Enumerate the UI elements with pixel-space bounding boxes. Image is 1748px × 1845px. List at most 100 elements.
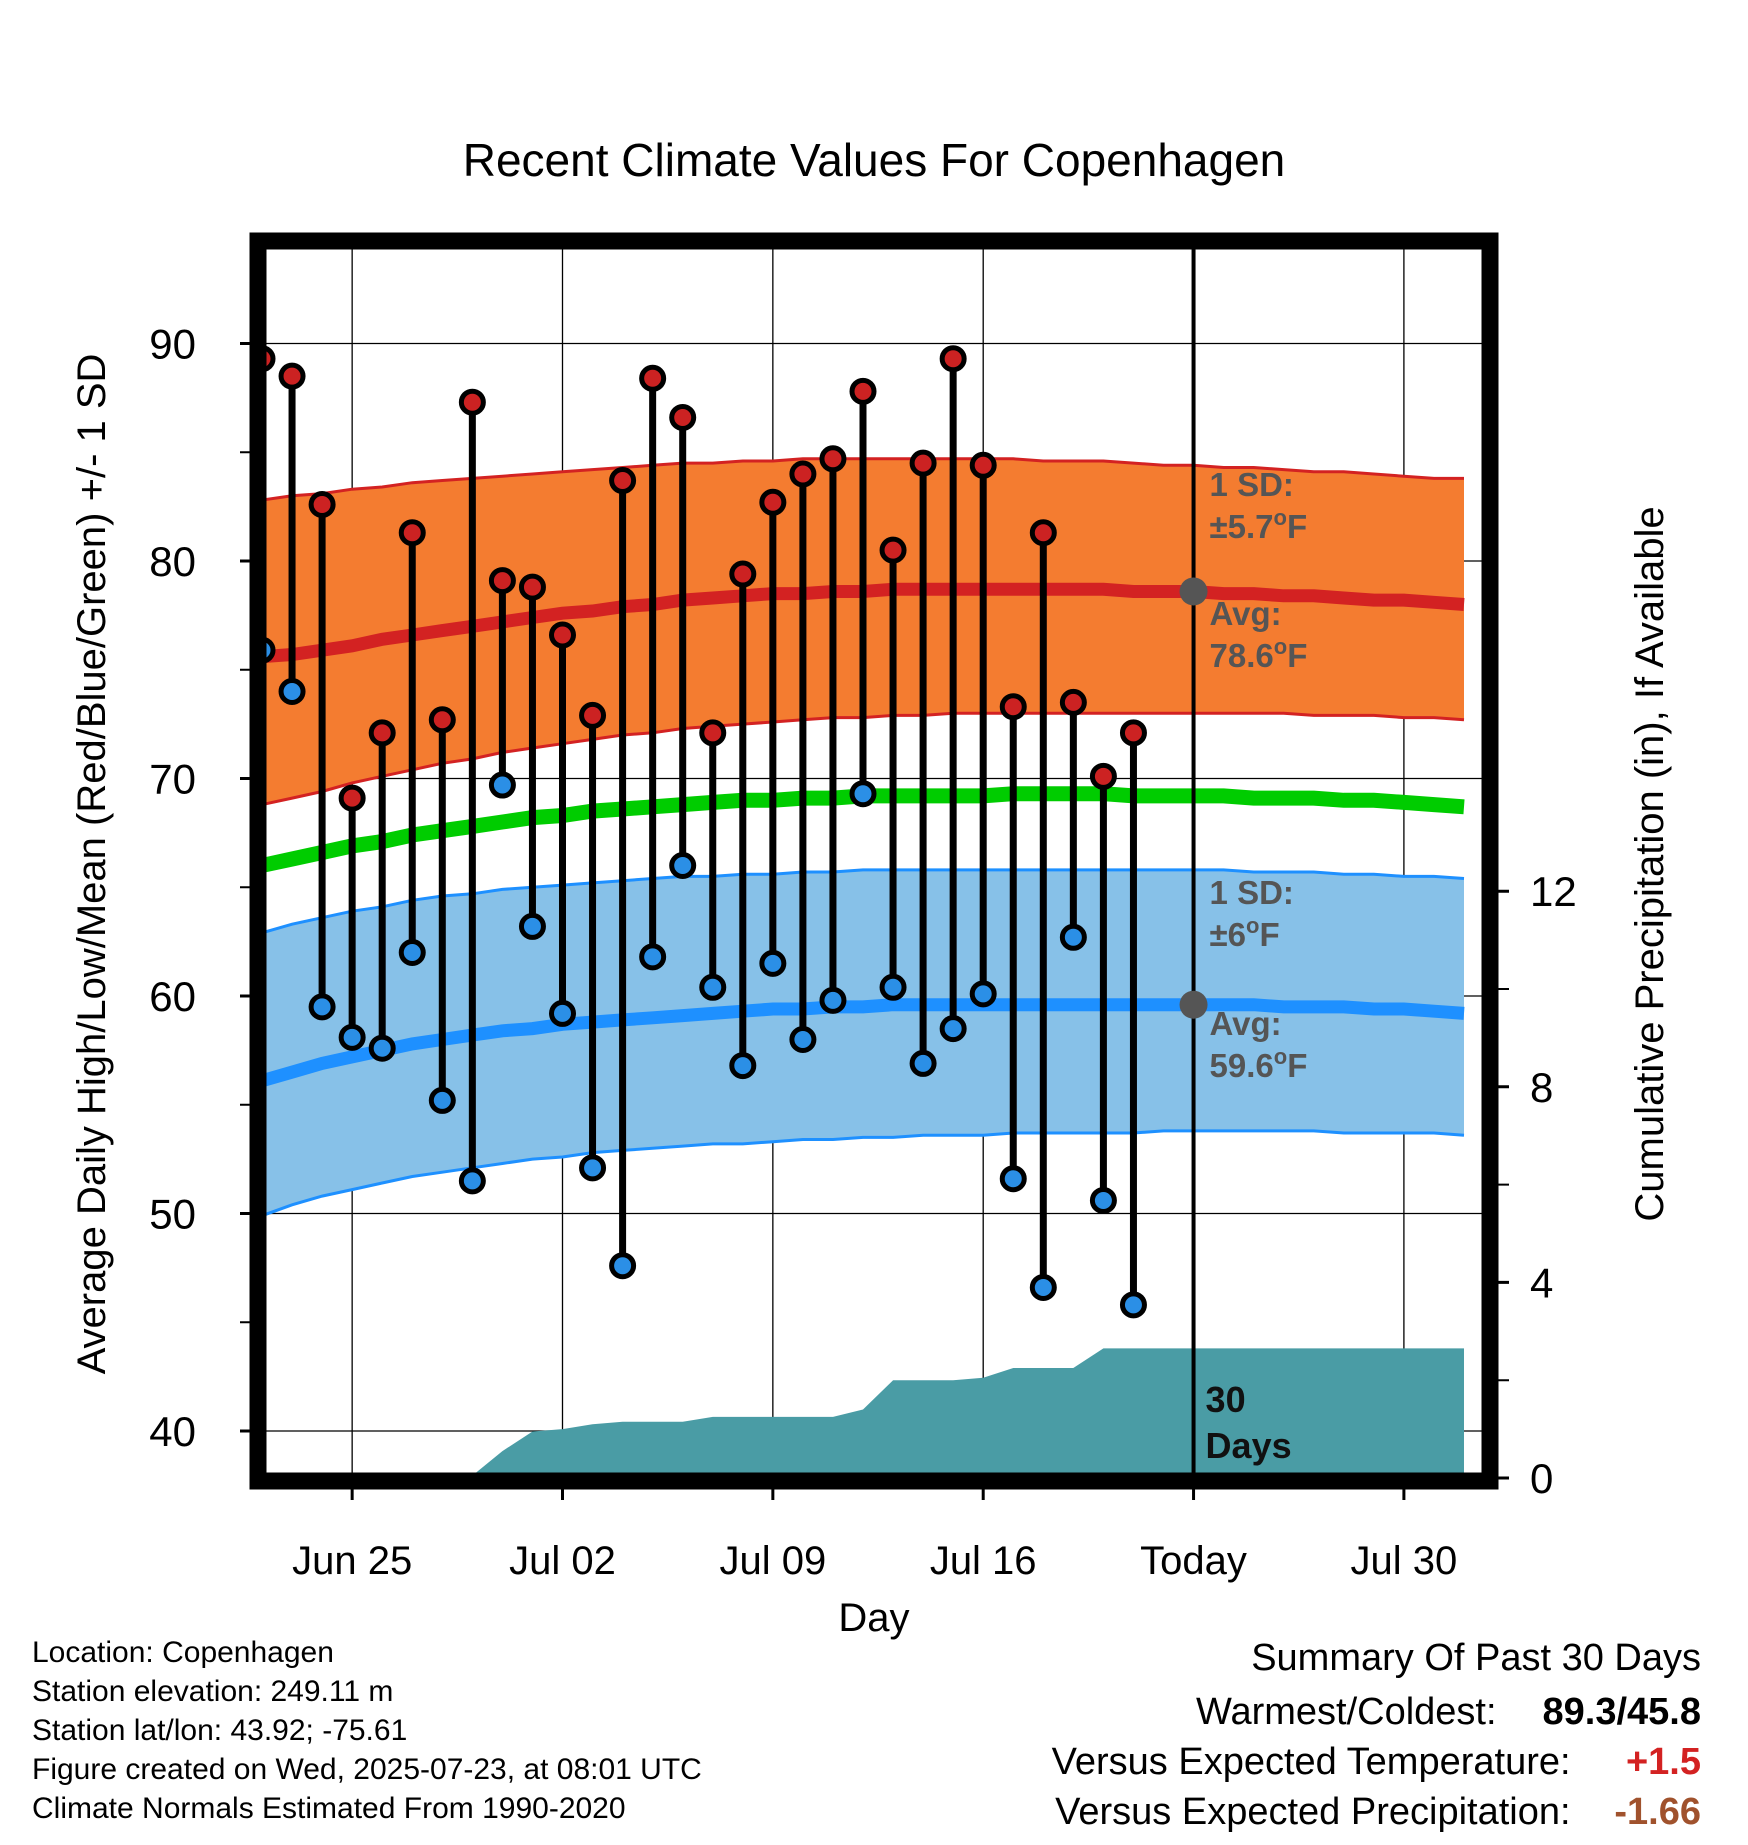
y-tick-label: 50	[149, 1191, 196, 1238]
high-point	[939, 345, 967, 373]
high-point	[909, 449, 937, 477]
high-point	[428, 706, 456, 734]
x-tick-label: Jul 30	[1351, 1539, 1458, 1583]
low-point	[669, 852, 697, 879]
low-point	[1089, 1186, 1117, 1214]
low-point	[759, 949, 787, 977]
summary-panel: Summary Of Past 30 Days Warmest/Coldest:…	[1052, 1633, 1701, 1837]
high-sd-annotation: 1 SD:±5.7oF	[1210, 466, 1308, 545]
summary-temp: Versus Expected Temperature: +1.5	[1052, 1737, 1701, 1787]
low-point	[609, 1252, 637, 1280]
low-avg-annotation-value: 59.6oF	[1210, 1044, 1308, 1084]
elevation-text: Station elevation: 249.11 m	[32, 1675, 394, 1708]
high-point	[1059, 688, 1087, 716]
y-tick-label: 60	[149, 973, 196, 1020]
high-point	[879, 536, 907, 564]
warmest-coldest-value: 89.3/45.8	[1501, 1687, 1702, 1737]
high-point	[759, 488, 787, 516]
low-point	[428, 1086, 456, 1114]
station-info: Location: Copenhagen Station elevation: …	[32, 1633, 702, 1828]
warmest-value: 89.3	[1542, 1691, 1617, 1733]
low-point	[999, 1165, 1027, 1193]
high-point	[1119, 719, 1147, 747]
x-axis-label: Day	[838, 1596, 909, 1640]
low-point	[879, 973, 907, 1001]
slash: /	[1616, 1691, 1628, 1733]
summary-title: Summary Of Past 30 Days	[1251, 1637, 1701, 1679]
low-avg-marker	[1179, 990, 1208, 1019]
low-sd-upper-line	[266, 868, 1465, 934]
y2-tick-label: 8	[1530, 1064, 1553, 1111]
y2-tick-label: 0	[1530, 1455, 1553, 1502]
latlon-text: Station lat/lon: 43.92; -75.61	[32, 1714, 408, 1747]
y-tick-label: 40	[149, 1408, 196, 1455]
low-point	[579, 1154, 607, 1182]
low-point	[699, 973, 727, 1001]
coldest-value: 45.8	[1627, 1691, 1701, 1733]
high-point	[1029, 519, 1057, 547]
precip-period-days: Days	[1206, 1425, 1292, 1466]
temp-label: Versus Expected Temperature:	[1051, 1741, 1571, 1783]
low-point	[639, 943, 667, 971]
high-point	[308, 490, 336, 518]
summary-precip: Versus Expected Precipitation: -1.66	[1052, 1787, 1701, 1837]
y2-axis-label: Cumulative Precipitation (in), If Availa…	[1628, 506, 1672, 1221]
low-point	[488, 771, 516, 799]
high-point	[1089, 762, 1117, 790]
low-point	[849, 780, 877, 808]
high-point	[518, 573, 546, 601]
high-sd-annotation-label: 1 SD:	[1210, 466, 1294, 503]
normals-text: Climate Normals Estimated From 1990-2020	[32, 1792, 626, 1825]
low-point	[338, 1023, 366, 1051]
x-tick-label: Jul 16	[930, 1539, 1037, 1583]
low-avg-annotation: Avg:59.6oF	[1210, 1005, 1308, 1084]
low-point	[1059, 923, 1087, 951]
low-sd-lower-line	[266, 1129, 1465, 1216]
x-tick-label: Jul 02	[509, 1539, 616, 1583]
high-point	[488, 567, 516, 595]
high-point	[579, 701, 607, 729]
low-point	[969, 980, 997, 1008]
warmest-coldest-label: Warmest/Coldest:	[1195, 1691, 1497, 1733]
low-avg-annotation-label: Avg:	[1210, 1005, 1282, 1042]
high-point	[789, 460, 817, 488]
low-point	[939, 1015, 967, 1043]
plot-frame	[249, 232, 1499, 1490]
y2-tick-label: 4	[1530, 1259, 1553, 1306]
high-point	[398, 519, 426, 547]
summary-warmest-coldest: Warmest/Coldest: 89.3/45.8	[1052, 1687, 1701, 1737]
precip-value: -1.66	[1614, 1791, 1701, 1833]
high-point	[819, 445, 847, 473]
high-point	[278, 362, 306, 390]
x-tick-label: Today	[1140, 1539, 1247, 1583]
high-point	[338, 784, 366, 812]
high-point	[699, 719, 727, 747]
y-tick-label: 90	[149, 321, 196, 368]
y-tick-label: 80	[149, 538, 196, 585]
low-point	[518, 912, 546, 940]
low-sd-annotation-label: 1 SD:	[1210, 874, 1294, 911]
high-point	[639, 364, 667, 392]
y2-tick-label: 12	[1530, 868, 1577, 915]
high-point	[549, 621, 576, 649]
high-point	[999, 693, 1027, 721]
low-point	[549, 999, 576, 1027]
high-point	[669, 403, 697, 431]
high-avg-marker	[1179, 577, 1208, 606]
plot-area	[266, 249, 1482, 1473]
low-sd-annotation-value: ±6oF	[1210, 913, 1280, 953]
location-text: Location: Copenhagen	[32, 1636, 334, 1669]
low-sd-annotation: 1 SD:±6oF	[1210, 874, 1294, 953]
high-point	[729, 560, 757, 588]
high-point	[849, 377, 877, 405]
low-point	[1029, 1273, 1057, 1301]
created-text: Figure created on Wed, 2025-07-23, at 08…	[32, 1753, 702, 1786]
low-point	[729, 1052, 757, 1080]
low-point	[266, 637, 276, 664]
low-point	[909, 1049, 937, 1077]
high-point	[609, 467, 637, 495]
high-point	[458, 388, 486, 416]
high-sd-annotation-value: ±5.7oF	[1210, 505, 1308, 545]
high-point	[266, 345, 276, 372]
low-point	[789, 1026, 817, 1053]
